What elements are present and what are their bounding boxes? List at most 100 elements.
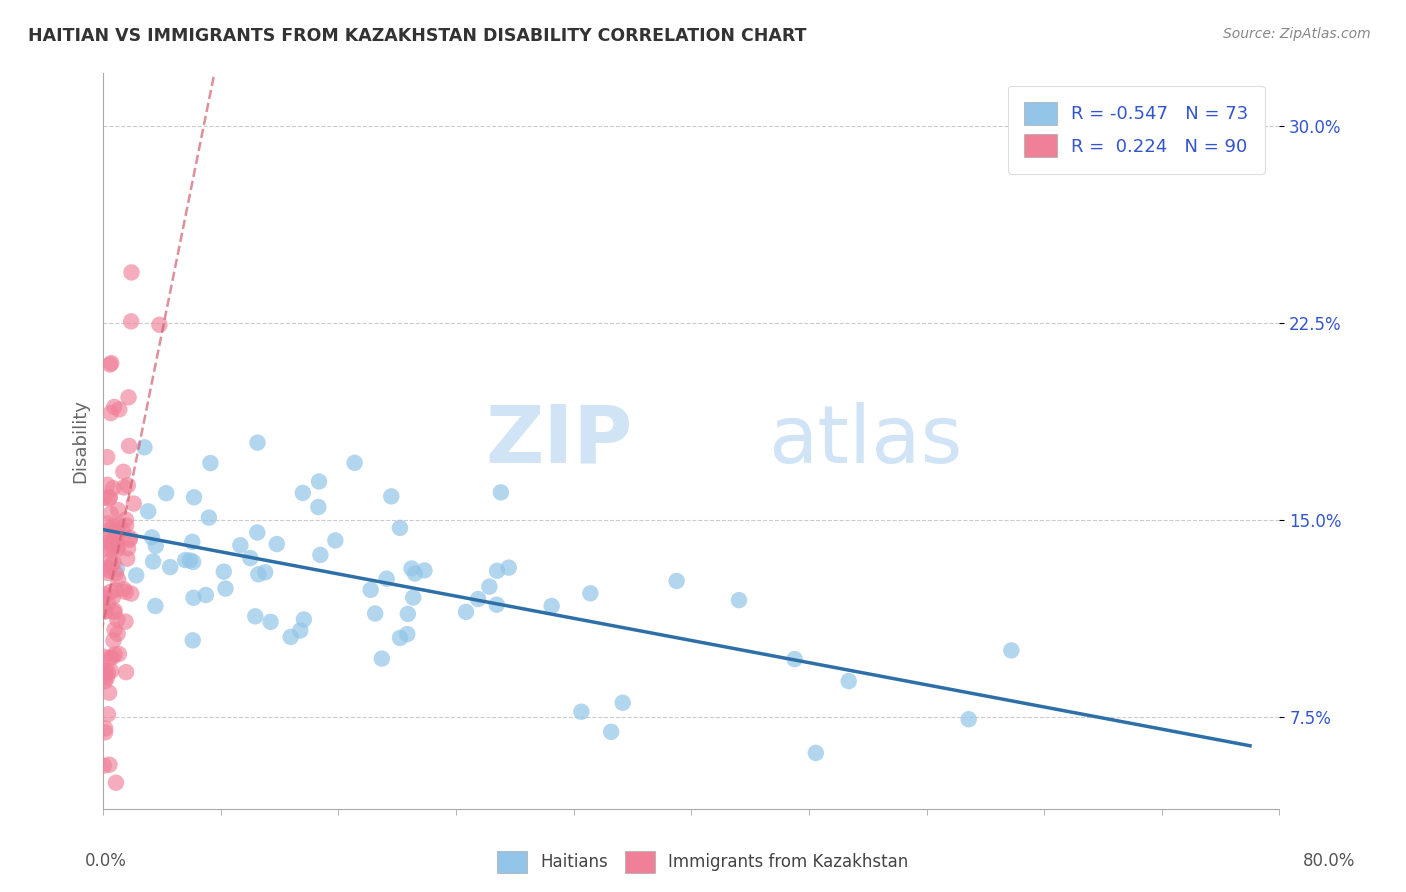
Point (118, 533, 141, 547)
Point (100, 356, 122, 370)
Point (120, 531, 142, 545)
Point (181, 633, 204, 648)
Point (114, 512, 136, 526)
Point (489, 485, 512, 500)
Point (266, 537, 288, 551)
Point (94, 604, 117, 618)
Point (97, 561, 120, 575)
Y-axis label: Disability: Disability (72, 399, 89, 483)
Point (105, 542, 128, 557)
Point (97, 596, 120, 610)
Point (1000, 643, 1022, 657)
Point (142, 554, 165, 568)
Point (486, 564, 509, 578)
Point (600, 724, 623, 739)
Text: Source: ZipAtlas.com: Source: ZipAtlas.com (1223, 27, 1371, 41)
Point (292, 612, 315, 626)
Point (101, 650, 124, 665)
Point (343, 456, 366, 470)
Point (94, 542, 117, 557)
Point (103, 648, 125, 662)
Point (93, 758, 115, 772)
Point (98, 686, 121, 700)
Point (380, 489, 402, 503)
Point (290, 624, 312, 638)
Point (665, 574, 688, 588)
Point (94, 665, 117, 679)
Point (181, 555, 204, 569)
Point (94, 722, 117, 736)
Point (214, 582, 236, 596)
Point (375, 572, 398, 586)
Point (105, 562, 128, 576)
Point (100, 542, 122, 557)
Point (957, 712, 980, 726)
Point (101, 481, 124, 495)
Point (112, 582, 135, 597)
Point (98, 757, 121, 772)
Point (371, 651, 394, 665)
Point (98, 491, 121, 506)
Point (325, 533, 347, 548)
Legend: Haitians, Immigrants from Kazakhstan: Haitians, Immigrants from Kazakhstan (491, 845, 915, 880)
Point (93, 587, 115, 601)
Point (104, 604, 127, 618)
Point (364, 607, 387, 621)
Point (100, 553, 122, 567)
Point (612, 696, 634, 710)
Text: 80.0%: 80.0% (1302, 852, 1355, 870)
Point (107, 503, 129, 517)
Point (98, 535, 121, 549)
Point (107, 518, 129, 533)
Point (93, 591, 115, 605)
Point (401, 561, 423, 575)
Point (308, 475, 330, 489)
Legend: R = -0.547   N = 73, R =  0.224   N = 90: R = -0.547 N = 73, R = 0.224 N = 90 (1008, 86, 1264, 174)
Point (100, 507, 122, 521)
Point (114, 615, 136, 629)
Point (246, 435, 269, 450)
Point (93, 649, 115, 664)
Point (103, 556, 125, 570)
Point (100, 664, 122, 678)
Point (97, 665, 120, 680)
Text: 0.0%: 0.0% (84, 852, 127, 870)
Point (145, 539, 167, 553)
Point (454, 605, 477, 619)
Point (100, 406, 122, 420)
Point (96, 671, 118, 685)
Point (783, 652, 806, 666)
Point (104, 775, 127, 789)
Point (96, 516, 118, 531)
Point (114, 585, 136, 599)
Point (104, 566, 127, 581)
Point (396, 627, 419, 641)
Point (103, 606, 125, 620)
Point (571, 705, 593, 719)
Point (98, 523, 121, 537)
Point (198, 510, 221, 524)
Point (94, 725, 117, 739)
Point (280, 630, 302, 644)
Point (141, 530, 163, 544)
Point (181, 534, 204, 549)
Point (120, 314, 142, 328)
Point (98, 490, 121, 504)
Point (200, 456, 222, 470)
Point (117, 541, 139, 556)
Point (103, 623, 125, 637)
Point (94, 674, 117, 689)
Point (229, 538, 252, 552)
Point (254, 566, 277, 580)
Point (115, 518, 138, 533)
Point (108, 402, 131, 417)
Point (148, 318, 170, 332)
Point (179, 553, 201, 567)
Point (96, 477, 118, 491)
Text: ZIP: ZIP (485, 402, 633, 480)
Point (194, 588, 217, 602)
Point (121, 265, 143, 279)
Point (136, 504, 159, 518)
Point (93, 664, 115, 678)
Point (104, 532, 127, 546)
